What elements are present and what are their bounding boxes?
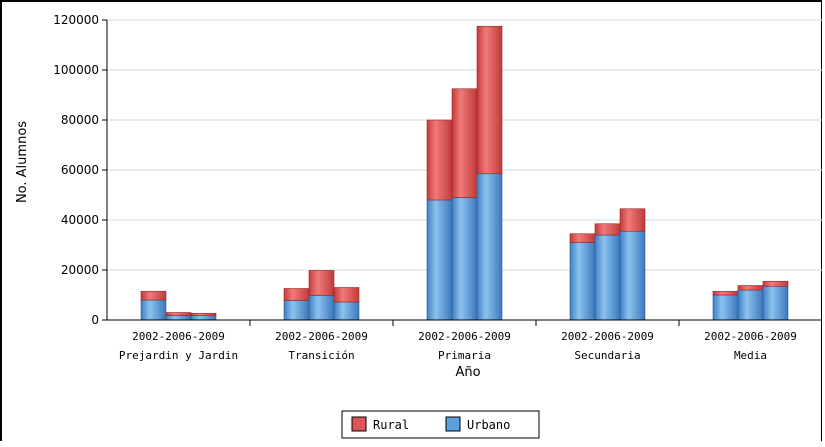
bar-rural[interactable] [333, 287, 360, 303]
x-years-label: 2002-2006-2009 [561, 330, 654, 343]
bar-rural[interactable] [569, 233, 596, 243]
x-category-label: Secundaria [574, 349, 640, 362]
bar-urbano[interactable] [619, 230, 646, 321]
legend-label-urbano: Urbano [467, 418, 510, 432]
bar-rural[interactable] [283, 288, 310, 301]
x-years-label: 2002-2006-2009 [418, 330, 511, 343]
y-tick-label: 100000 [53, 63, 99, 77]
bar-rural[interactable] [165, 312, 192, 316]
bar-urbano[interactable] [569, 242, 596, 321]
legend-box [341, 410, 540, 439]
y-axis-title: No. Alumnos [15, 121, 30, 203]
legend-swatch-rural [351, 416, 367, 432]
bar-rural[interactable] [762, 280, 789, 287]
x-axis-title: Año [455, 365, 480, 380]
legend[interactable]: Rural Urbano [341, 410, 540, 439]
bar-rural[interactable] [476, 25, 503, 175]
bar-urbano[interactable] [762, 285, 789, 321]
y-tick-label: 20000 [61, 263, 99, 277]
y-tick-label: 60000 [61, 163, 99, 177]
x-category-label: Media [734, 349, 767, 362]
bar-urbano[interactable] [165, 315, 192, 321]
bar-urbano[interactable] [308, 295, 335, 321]
x-years-label: 2002-2006-2009 [132, 330, 225, 343]
x-category-label: Prejardin y Jardin [119, 349, 238, 362]
bar-rural[interactable] [190, 312, 217, 317]
y-ticks: 0 20000 40000 60000 80000 100000 120000 [53, 13, 107, 327]
bar-rural[interactable] [619, 208, 646, 232]
x-categories: 2002-2006-2009 Prejardin y Jardin 2002-200… [119, 320, 797, 362]
legend-swatch-urbano [445, 416, 461, 432]
x-years-label: 2002-2006-2009 [275, 330, 368, 343]
y-tick-label: 120000 [53, 13, 99, 27]
bar-rural[interactable] [426, 119, 453, 201]
bar-urbano[interactable] [476, 173, 503, 321]
bar-urbano[interactable] [283, 300, 310, 321]
bar-urbano[interactable] [190, 315, 217, 321]
bar-urbano[interactable] [594, 234, 621, 321]
bar-urbano[interactable] [426, 199, 453, 321]
bar-urbano[interactable] [451, 197, 478, 321]
bar-rural[interactable] [140, 290, 167, 301]
bar-urbano[interactable] [333, 301, 360, 321]
bar-urbano[interactable] [140, 299, 167, 321]
y-tick-label: 80000 [61, 113, 99, 127]
x-category-label: Primaria [438, 349, 491, 362]
bar-urbano[interactable] [712, 294, 739, 321]
y-tick-label: 40000 [61, 213, 99, 227]
bars [140, 25, 789, 321]
x-years-label: 2002-2006-2009 [704, 330, 797, 343]
bar-urbano[interactable] [737, 289, 764, 321]
bar-rural[interactable] [737, 285, 764, 291]
legend-label-rural: Rural [373, 418, 409, 432]
bar-rural[interactable] [308, 270, 335, 296]
y-tick-label: 0 [91, 313, 99, 327]
x-category-label: Transición [288, 349, 354, 362]
bar-rural[interactable] [594, 223, 621, 236]
bar-rural[interactable] [712, 290, 739, 296]
bar-rural[interactable] [451, 88, 478, 198]
